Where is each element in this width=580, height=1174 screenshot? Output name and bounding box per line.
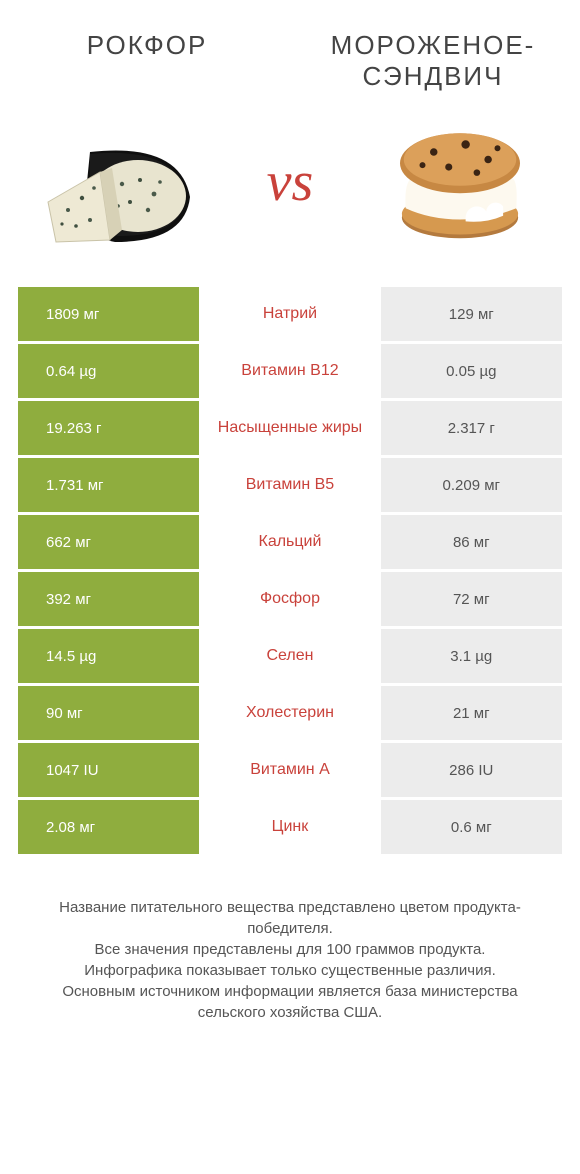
table-row: 14.5 µgСелен3.1 µg xyxy=(18,629,562,683)
right-value-cell: 3.1 µg xyxy=(381,629,562,683)
table-row: 0.64 µgВитамин B120.05 µg xyxy=(18,344,562,398)
left-product-title: РОКФОР xyxy=(30,30,264,61)
right-value-cell: 72 мг xyxy=(381,572,562,626)
right-product-image xyxy=(370,102,550,262)
footer-line: Название питательного вещества представл… xyxy=(30,897,550,939)
nutrient-label: Натрий xyxy=(199,287,380,341)
right-value-cell: 86 мг xyxy=(381,515,562,569)
left-value-cell: 392 мг xyxy=(18,572,199,626)
vs-label: vs xyxy=(267,150,314,214)
nutrient-label: Фосфор xyxy=(199,572,380,626)
left-value-cell: 90 мг xyxy=(18,686,199,740)
left-value-cell: 1.731 мг xyxy=(18,458,199,512)
table-row: 392 мгФосфор72 мг xyxy=(18,572,562,626)
table-row: 662 мгКальций86 мг xyxy=(18,515,562,569)
footer-line: Основным источником информации является … xyxy=(30,981,550,1023)
nutrient-label: Кальций xyxy=(199,515,380,569)
left-value-cell: 0.64 µg xyxy=(18,344,199,398)
right-value-cell: 286 IU xyxy=(381,743,562,797)
left-value-cell: 1809 мг xyxy=(18,287,199,341)
footer-line: Все значения представлены для 100 граммо… xyxy=(30,939,550,960)
right-value-cell: 0.6 мг xyxy=(381,800,562,854)
images-row: vs xyxy=(0,102,580,287)
table-row: 2.08 мгЦинк0.6 мг xyxy=(18,800,562,854)
left-value-cell: 662 мг xyxy=(18,515,199,569)
right-product-title: МОРОЖЕНОЕ-СЭНДВИЧ xyxy=(316,30,550,92)
footer-notes: Название питательного вещества представл… xyxy=(0,857,580,1023)
table-row: 1047 IUВитамин A286 IU xyxy=(18,743,562,797)
table-row: 19.263 гНасыщенные жиры2.317 г xyxy=(18,401,562,455)
right-value-cell: 2.317 г xyxy=(381,401,562,455)
right-value-cell: 21 мг xyxy=(381,686,562,740)
nutrient-label: Холестерин xyxy=(199,686,380,740)
nutrient-label: Витамин B5 xyxy=(199,458,380,512)
nutrient-label: Витамин B12 xyxy=(199,344,380,398)
footer-line: Инфографика показывает только существенн… xyxy=(30,960,550,981)
comparison-table: 1809 мгНатрий129 мг0.64 µgВитамин B120.0… xyxy=(0,287,580,854)
left-value-cell: 1047 IU xyxy=(18,743,199,797)
nutrient-label: Витамин A xyxy=(199,743,380,797)
right-value-cell: 0.05 µg xyxy=(381,344,562,398)
left-value-cell: 2.08 мг xyxy=(18,800,199,854)
nutrient-label: Насыщенные жиры xyxy=(199,401,380,455)
table-row: 1809 мгНатрий129 мг xyxy=(18,287,562,341)
table-row: 90 мгХолестерин21 мг xyxy=(18,686,562,740)
left-value-cell: 14.5 µg xyxy=(18,629,199,683)
right-value-cell: 0.209 мг xyxy=(381,458,562,512)
nutrient-label: Селен xyxy=(199,629,380,683)
left-value-cell: 19.263 г xyxy=(18,401,199,455)
table-row: 1.731 мгВитамин B50.209 мг xyxy=(18,458,562,512)
nutrient-label: Цинк xyxy=(199,800,380,854)
left-product-image xyxy=(30,102,210,262)
right-value-cell: 129 мг xyxy=(381,287,562,341)
header: РОКФОР МОРОЖЕНОЕ-СЭНДВИЧ xyxy=(0,0,580,102)
